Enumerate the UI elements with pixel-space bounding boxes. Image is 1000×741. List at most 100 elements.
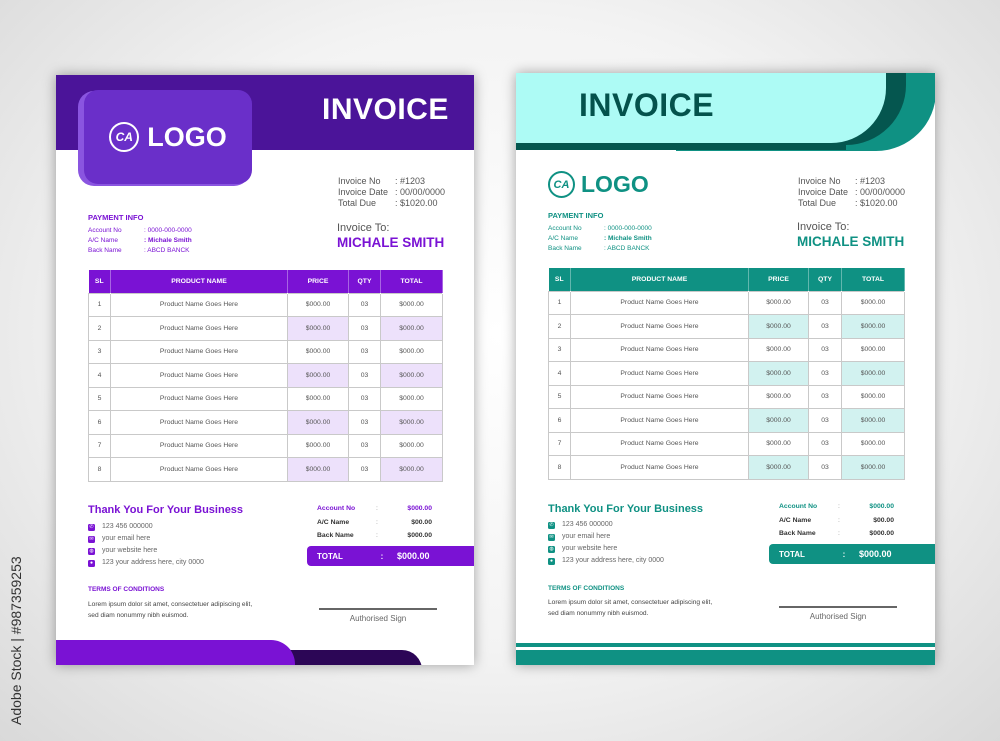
contact-item: ✉ your email here [88,533,204,545]
summary-row: Account No: $000.00 [779,500,894,514]
table-header-row: SL PRODUCT NAME PRICE QTY TOTAL [88,270,443,293]
table-cell: Product Name Goes Here [570,384,749,409]
summary-row: A/C Name: $00.00 [317,516,432,530]
contact-text: your website here [562,545,618,552]
invoice-info-row: Invoice No: #1203 [798,176,905,187]
column-header: TOTAL [841,268,905,291]
table-cell: 03 [348,386,381,411]
summary-value: $000.00 [407,532,432,540]
terms-title: TERMS OF CONDITIONS [88,586,165,593]
table-cell: $000.00 [748,337,809,362]
table-cell: $000.00 [380,292,443,317]
table-cell: Product Name Goes Here [110,410,288,435]
table-cell: 4 [548,361,571,386]
contact-text: 123 456 000000 [102,523,153,530]
globe-icon: ◍ [88,547,95,555]
payment-info-rows: Account No: 0000-000-0000 A/C Name: Micha… [548,224,652,254]
table-row: 4 Product Name Goes Here $000.00 03 $000.00 [548,361,905,386]
column-header: PRICE [748,268,809,291]
invoice-teal: INVOICE CA LOGO Invoice No: #1203 Invoice Da… [516,73,935,665]
table-cell: 4 [88,363,111,388]
total-value: $000.00 [859,549,892,559]
summary-label: Back Name [317,532,354,540]
table-cell: Product Name Goes Here [570,455,749,480]
table-cell: $000.00 [841,384,905,409]
contact-list: ✆ 123 456 000000 ✉ your email here ◍ your web… [88,521,204,569]
summary-value: $000.00 [407,505,432,513]
payment-info-title: PAYMENT INFO [88,213,144,222]
signature-label: Authorised Sign [809,612,867,621]
table-cell: $000.00 [380,386,443,411]
column-header: SL [88,270,111,293]
summary-colon: : [838,503,840,511]
summary: Account No: $000.00 A/C Name: $00.00 Back Na… [317,502,432,543]
total-label: TOTAL [779,549,805,559]
contact-item: ◍ your website here [548,543,664,555]
table-cell: 1 [88,292,111,317]
table-cell: $000.00 [287,339,349,364]
payment-row: Account No: 0000-000-0000 [548,224,652,234]
table-cell: Product Name Goes Here [110,292,288,317]
table-cell: $000.00 [841,314,905,339]
location-icon: ● [88,559,95,567]
invoice-title: INVOICE [579,87,715,123]
table-cell: $000.00 [748,431,809,456]
table-cell: 03 [808,290,842,315]
table-cell: $000.00 [380,457,443,482]
footer-line [516,643,935,647]
table-cell: Product Name Goes Here [570,290,749,315]
table-cell: 03 [808,337,842,362]
table-row: 2 Product Name Goes Here $000.00 03 $000.00 [88,316,443,341]
payment-label: Back Name [548,245,582,252]
contact-item: ✉ your email here [548,531,664,543]
phone-icon: ✆ [548,521,555,529]
payment-value: : 0000-000-0000 [144,227,192,234]
summary-colon: : [376,505,378,513]
payment-row: Account No: 0000-000-0000 [88,226,192,236]
table-cell: Product Name Goes Here [570,337,749,362]
table-cell: $000.00 [287,292,349,317]
table-cell: $000.00 [380,363,443,388]
items-table: SL PRODUCT NAME PRICE QTY TOTAL 1 Product Name… [88,270,443,482]
table-row: 6 Product Name Goes Here $000.00 03 $000.00 [88,410,443,435]
summary-colon: : [376,518,378,526]
table-cell: 3 [88,339,111,364]
terms-line: sed diam nonummy nibh euismod. [548,610,649,617]
payment-label: A/C Name [548,235,578,242]
contact-item: ◍ your website here [88,545,204,557]
info-value: : 00/00/0000 [395,187,446,197]
table-cell: $000.00 [748,314,809,339]
summary-value: $00.00 [873,516,894,524]
globe-icon: ◍ [548,545,555,553]
terms-line: Lorem ipsum dolor sit amet, consectetuer… [548,599,713,606]
table-cell: $000.00 [748,384,809,409]
table-cell: 03 [808,361,842,386]
table-cell: Product Name Goes Here [110,457,288,482]
summary-row: Account No: $000.00 [317,502,432,516]
table-cell: $000.00 [841,431,905,456]
total-value: $000.00 [397,551,430,561]
invoice-info: Invoice No: #1203 Invoice Date: 00/00/000… [798,176,905,209]
table-row: 5 Product Name Goes Here $000.00 03 $000.00 [88,386,443,411]
items-table: SL PRODUCT NAME PRICE QTY TOTAL 1 Product Name… [548,268,905,480]
table-cell: 03 [808,408,842,433]
terms-title: TERMS OF CONDITIONS [548,585,625,592]
summary-colon: : [376,532,378,540]
logo-text: LOGO [147,121,227,152]
table-cell: 6 [88,410,111,435]
info-label: Invoice Date [338,187,389,197]
column-header: PRODUCT NAME [110,270,288,293]
table-cell: 6 [548,408,571,433]
table-cell: 03 [348,410,381,435]
table-cell: Product Name Goes Here [570,314,749,339]
contact-text: 123 your address here, city 0000 [562,557,664,564]
logo-mark-icon: CA [109,122,140,152]
table-row: 5 Product Name Goes Here $000.00 03 $000.00 [548,384,905,409]
table-cell: $000.00 [380,316,443,341]
column-header: SL [548,268,571,291]
contact-text: your email here [562,533,611,540]
table-row: 8 Product Name Goes Here $000.00 03 $000.00 [88,457,443,482]
signature-label: Authorised Sign [349,614,407,623]
header-strip [516,143,846,150]
table-cell: 03 [348,457,381,482]
